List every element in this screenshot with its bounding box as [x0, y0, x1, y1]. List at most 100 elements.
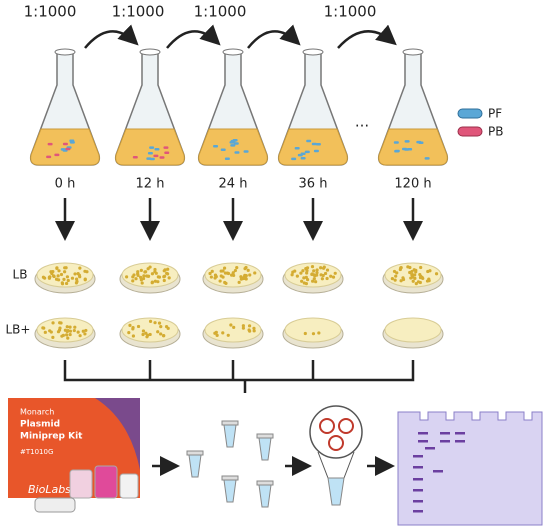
colony: [150, 272, 155, 276]
colony: [131, 275, 135, 279]
tube: [188, 454, 202, 478]
tube-cap: [221, 420, 239, 426]
colony: [222, 266, 227, 270]
colony: [141, 276, 146, 281]
culture: [378, 128, 448, 166]
colony: [229, 323, 233, 327]
colony: [253, 271, 257, 275]
bracket: [63, 360, 415, 393]
colony: [166, 267, 170, 271]
colony: [244, 277, 248, 281]
culture: [278, 128, 348, 166]
transfer-arrow: [337, 24, 397, 49]
colony: [226, 333, 230, 337]
column: [34, 497, 76, 513]
colony: [83, 278, 87, 282]
cell: [132, 155, 138, 159]
agar: [204, 317, 262, 343]
tubes: [186, 420, 274, 508]
plasmid-zoom: [309, 405, 363, 506]
gel-band: [433, 470, 443, 473]
transfer-arrow: [84, 24, 139, 49]
colony: [223, 280, 227, 285]
colony: [41, 326, 45, 330]
cell: [393, 141, 399, 144]
gel-band: [455, 440, 465, 443]
dilution-label: 1:1000: [112, 3, 165, 21]
plasmid: [328, 435, 344, 451]
cell: [234, 151, 240, 154]
colony: [84, 328, 88, 333]
colony: [252, 326, 256, 330]
dilution-label: 1:1000: [24, 3, 77, 21]
colony: [221, 331, 225, 335]
colony: [290, 273, 294, 277]
gel-band: [413, 455, 423, 458]
colony: [315, 271, 319, 275]
gel: [397, 411, 543, 526]
colony: [239, 275, 243, 279]
colony: [231, 271, 235, 275]
colony: [43, 330, 47, 334]
colony: [156, 280, 160, 284]
agar: [284, 317, 342, 343]
colony: [299, 271, 303, 275]
colony: [321, 266, 326, 270]
cell: [294, 146, 300, 150]
colony: [208, 271, 212, 276]
colony: [295, 274, 299, 278]
colony: [317, 331, 321, 335]
cell: [233, 142, 239, 145]
cell: [306, 139, 312, 143]
colony: [325, 276, 329, 281]
colony: [72, 328, 76, 333]
colony: [419, 265, 423, 270]
timepoint-label: 0 h: [55, 177, 76, 192]
colony: [159, 332, 163, 336]
colony: [141, 332, 145, 337]
colony: [399, 266, 403, 270]
cell: [313, 149, 319, 153]
colony: [163, 274, 167, 278]
colony: [153, 279, 157, 283]
colony: [226, 271, 231, 276]
timepoint-label: 12 h: [136, 177, 165, 192]
colony: [248, 273, 252, 277]
vial: [94, 465, 118, 499]
colony: [416, 280, 421, 284]
colony: [393, 278, 397, 282]
colony: [248, 329, 252, 333]
cell: [69, 141, 75, 144]
colony: [75, 279, 79, 284]
cell: [311, 142, 317, 146]
colony: [134, 277, 138, 281]
tube: [223, 479, 237, 503]
colony: [146, 267, 150, 271]
colony: [399, 279, 403, 283]
colony: [83, 269, 87, 273]
colony: [210, 269, 214, 273]
colony: [243, 267, 247, 271]
colony: [49, 270, 53, 274]
colony: [218, 279, 222, 283]
colony: [304, 275, 308, 280]
culture: [30, 128, 100, 166]
colony: [61, 333, 65, 337]
colony: [213, 331, 217, 335]
colony: [75, 277, 79, 281]
colony: [418, 275, 423, 280]
tube-cap: [256, 433, 274, 439]
culture: [198, 128, 268, 166]
colony: [425, 279, 430, 283]
transfer-arrow: [247, 24, 301, 49]
miniprep-kit: Monarch Plasmid Miniprep Kit #T1010G Bio…: [8, 398, 140, 513]
colony: [78, 266, 82, 270]
colony: [125, 275, 129, 279]
gel-band: [413, 500, 423, 503]
colony: [428, 269, 432, 273]
tube: [258, 437, 272, 461]
colony: [320, 277, 324, 281]
colony: [65, 325, 69, 329]
colony: [237, 280, 241, 284]
